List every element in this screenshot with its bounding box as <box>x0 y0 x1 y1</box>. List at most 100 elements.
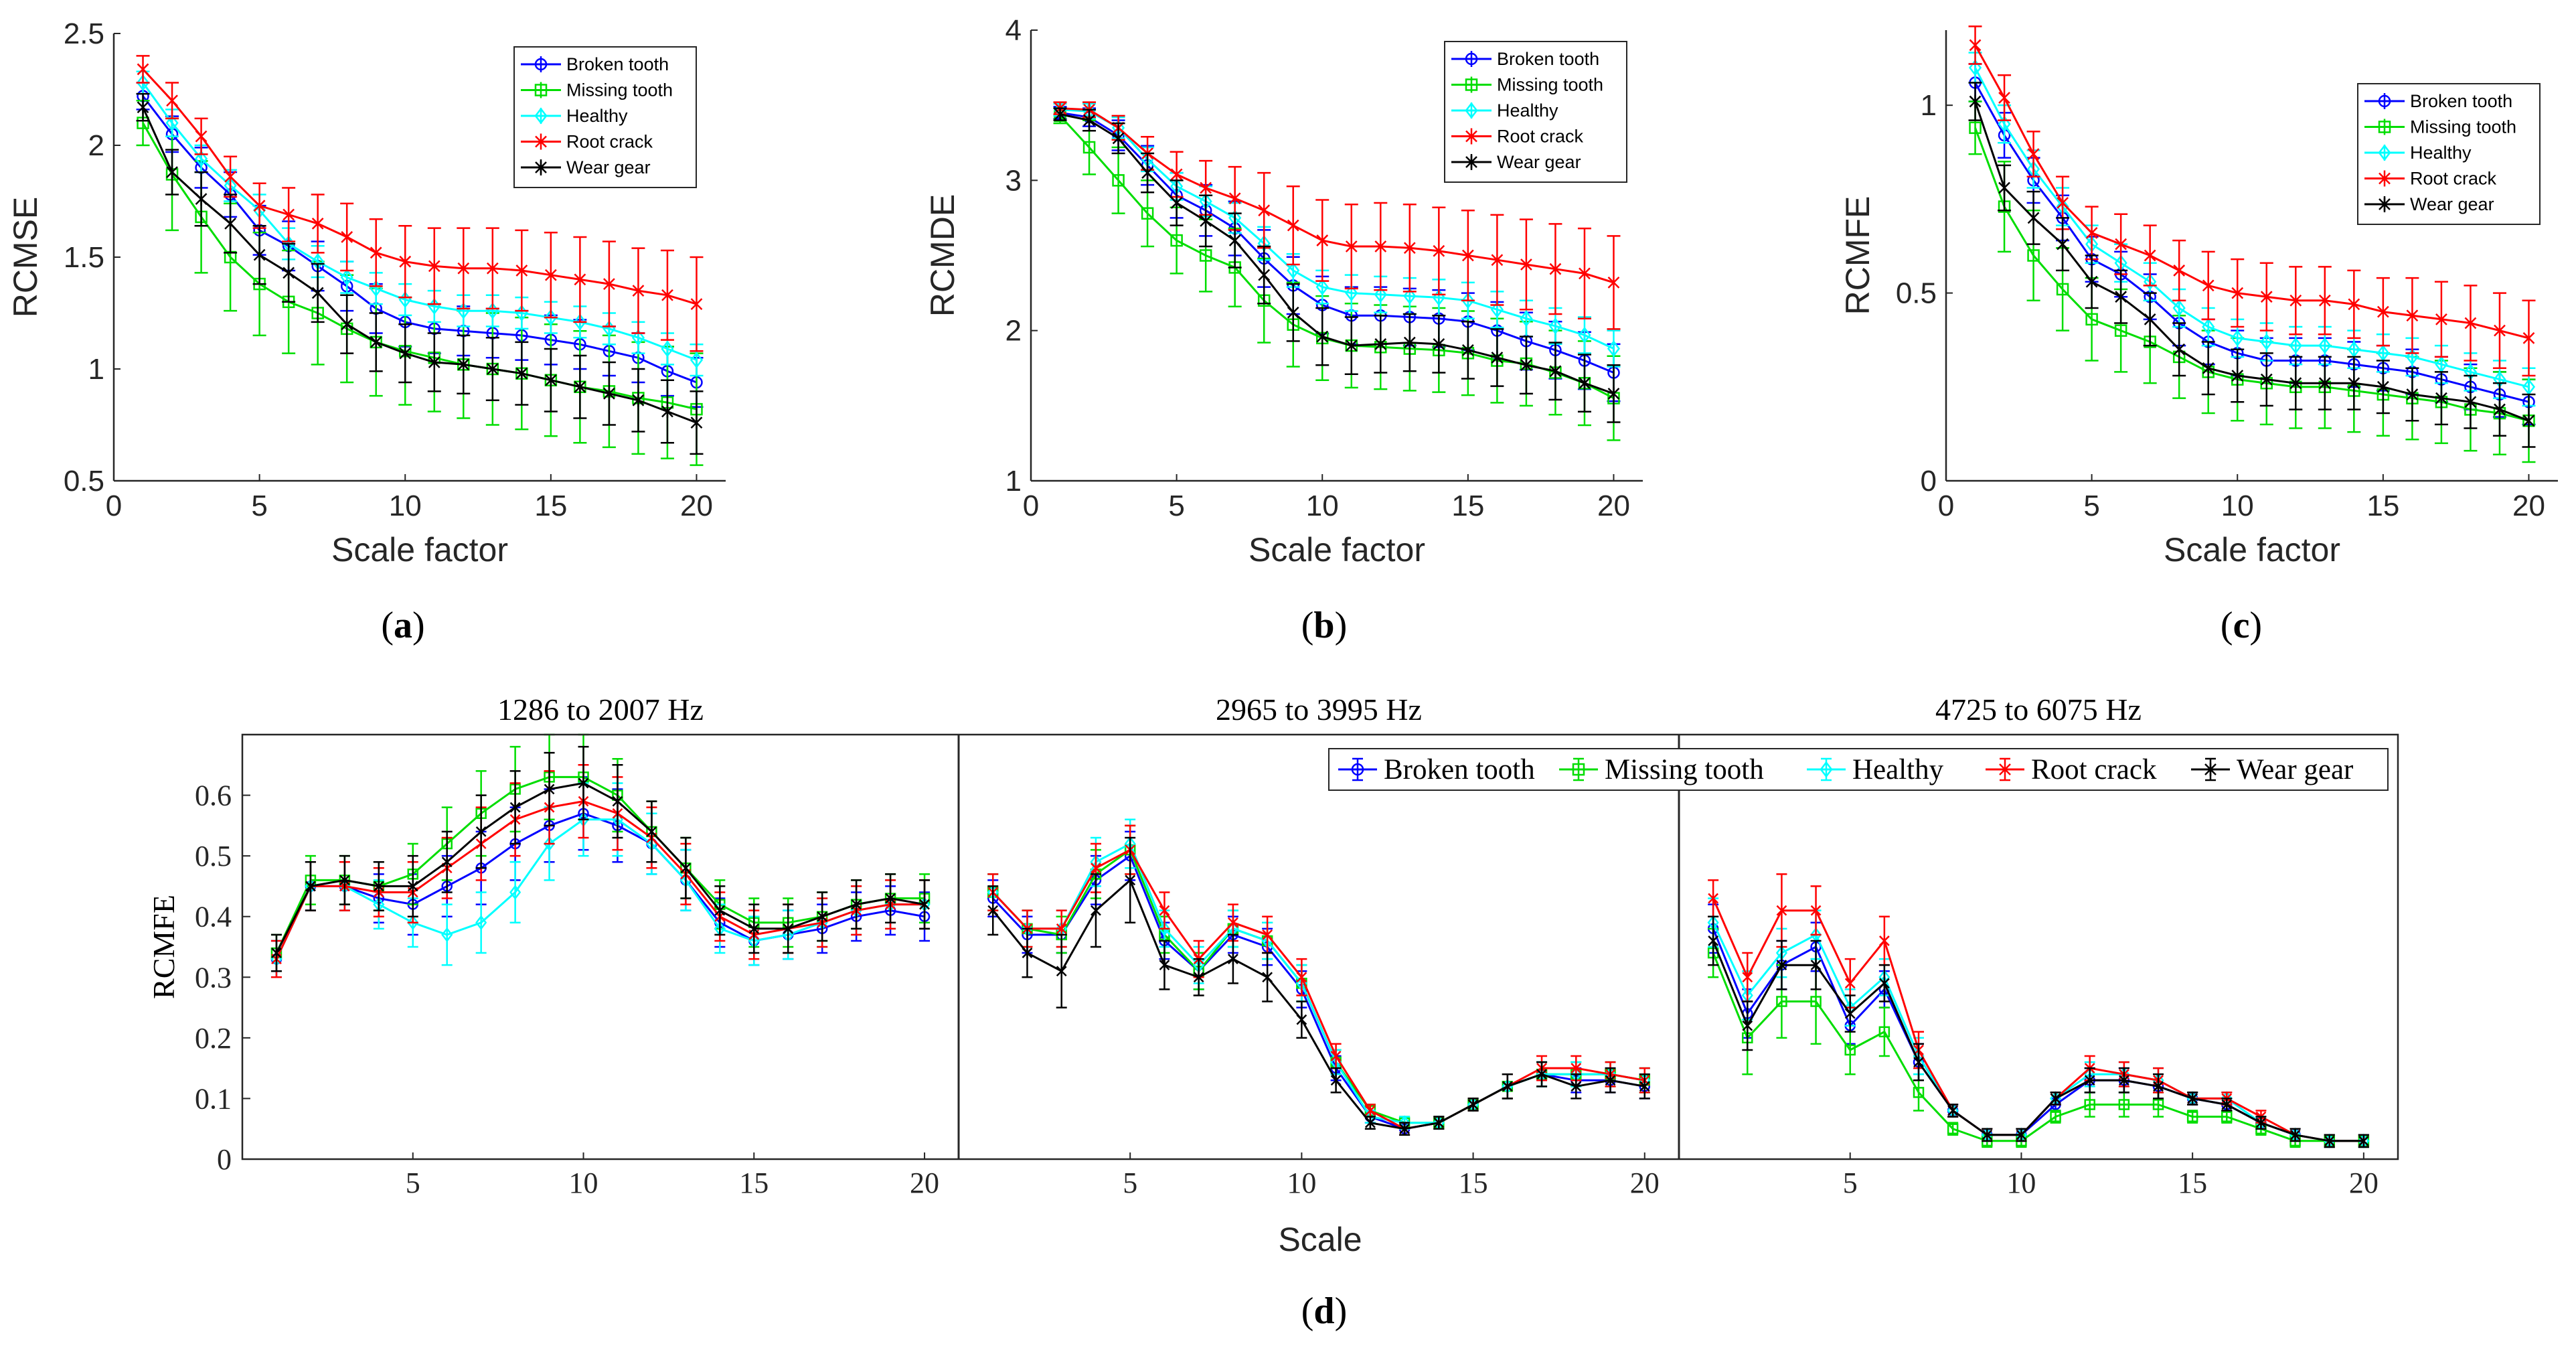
data-point <box>1403 287 1417 305</box>
marker-diamond <box>1374 286 1387 303</box>
data-point <box>1287 262 1300 279</box>
marker-star <box>1947 1105 1959 1116</box>
data-point <box>1461 344 1474 357</box>
legend-label: Healthy <box>1497 100 1558 121</box>
marker-star <box>341 317 353 331</box>
x-axis-label: Scale factor <box>2164 531 2340 569</box>
marker-star <box>2084 1074 2095 1086</box>
x-axis-label: Scale factor <box>1249 531 1425 569</box>
data-point <box>1022 947 1033 959</box>
marker-star <box>1364 1117 1376 1129</box>
legend-marker <box>1465 78 1478 91</box>
marker-star <box>2016 1129 2027 1141</box>
data-point <box>1810 996 1822 1007</box>
subpanel-1: 1286 to 2007 Hz 5 10 15 20 <box>242 692 959 1199</box>
x-tick-label: 5 <box>406 1167 420 1199</box>
marker-star <box>1091 905 1101 917</box>
data-point <box>987 905 999 917</box>
data-point <box>690 416 703 429</box>
legend-marker <box>1465 102 1478 119</box>
marker-cross <box>1776 905 1787 916</box>
marker-cross <box>1433 244 1445 257</box>
data-point <box>399 255 412 268</box>
marker-cross <box>2289 294 2302 307</box>
marker-star <box>407 881 418 892</box>
data-point <box>2202 318 2215 335</box>
marker-star <box>2187 1093 2198 1104</box>
marker-cross <box>1810 905 1822 916</box>
marker-diamond <box>1607 340 1621 358</box>
legend-item-broken-tooth: Broken tooth <box>1338 754 1535 785</box>
marker-cross <box>2115 238 2127 250</box>
x-tick-label: 5 <box>1168 490 1184 522</box>
legend-label: Root crack <box>2410 169 2497 189</box>
data-point <box>1296 1014 1307 1026</box>
legend-marker <box>1351 763 1364 776</box>
x-tick-label: 15 <box>1459 1167 1488 1199</box>
data-point <box>2056 283 2069 296</box>
data-point <box>2522 331 2535 344</box>
legend-item-healthy: Healthy <box>1807 754 1944 785</box>
data-point <box>573 313 586 331</box>
data-point <box>1159 959 1170 971</box>
panel-caption-letter: b <box>1313 605 1334 646</box>
marker-diamond <box>340 269 353 286</box>
marker-star <box>2435 392 2447 405</box>
series-line <box>1974 101 2530 422</box>
marker-star <box>2494 402 2506 417</box>
marker-square <box>2221 1111 2233 1122</box>
data-point <box>370 246 382 259</box>
data-point <box>1776 959 1787 971</box>
data-point <box>1947 1123 1959 1134</box>
marker-cross <box>370 246 382 259</box>
data-point <box>441 856 453 868</box>
data-point <box>1776 996 1787 1007</box>
data-point <box>1607 387 1620 400</box>
marker-star <box>1022 947 1033 959</box>
data-point <box>428 356 440 369</box>
data-point <box>603 387 615 400</box>
marker-diamond <box>2260 333 2273 350</box>
marker-diamond <box>1287 262 1300 279</box>
marker-cross <box>1549 262 1562 275</box>
marker-star <box>544 783 555 795</box>
marker-star <box>1998 181 2010 195</box>
legend-label: Missing tooth <box>2410 117 2516 137</box>
legend-item-wear-gear: Wear gear <box>2364 194 2494 214</box>
marker-cross <box>166 94 178 107</box>
data-point <box>1112 174 1125 187</box>
legend-label: Root crack <box>1497 127 1584 147</box>
y-tick-label: 1 <box>1005 465 1022 498</box>
marker-diamond <box>194 150 208 167</box>
data-point <box>632 394 645 407</box>
marker-cross <box>1056 923 1067 934</box>
legend-marker <box>1465 130 1477 143</box>
y-tick-label: 0.4 <box>195 901 232 933</box>
data-point <box>1998 181 2010 195</box>
marker-star <box>2289 376 2302 390</box>
marker-star <box>271 947 282 959</box>
y-tick-label: 0.2 <box>195 1022 232 1055</box>
marker-cross <box>1159 905 1170 916</box>
marker-cross <box>1091 862 1101 874</box>
marker-star <box>680 862 692 874</box>
marker-star <box>1433 338 1445 351</box>
data-point <box>2318 376 2331 390</box>
x-tick-label: 20 <box>2512 490 2545 522</box>
data-point <box>578 777 589 789</box>
x-tick-label: 10 <box>1306 490 1339 522</box>
data-point <box>1742 972 1753 983</box>
y-axis-label: RCMDE <box>924 194 961 317</box>
legend-item-missing-tooth: Missing tooth <box>521 80 673 100</box>
marker-diamond <box>1345 285 1358 302</box>
marker-square <box>1082 141 1096 154</box>
legend-item-missing-tooth: Missing tooth <box>1451 75 1603 95</box>
data-point <box>1200 214 1212 228</box>
legend-marker <box>535 161 547 174</box>
marker-star <box>2231 369 2244 382</box>
marker-star <box>1345 339 1358 352</box>
data-point <box>2464 317 2477 329</box>
marker-star <box>1228 234 1241 247</box>
data-point <box>1913 1056 1924 1068</box>
marker-diamond <box>2378 144 2391 161</box>
